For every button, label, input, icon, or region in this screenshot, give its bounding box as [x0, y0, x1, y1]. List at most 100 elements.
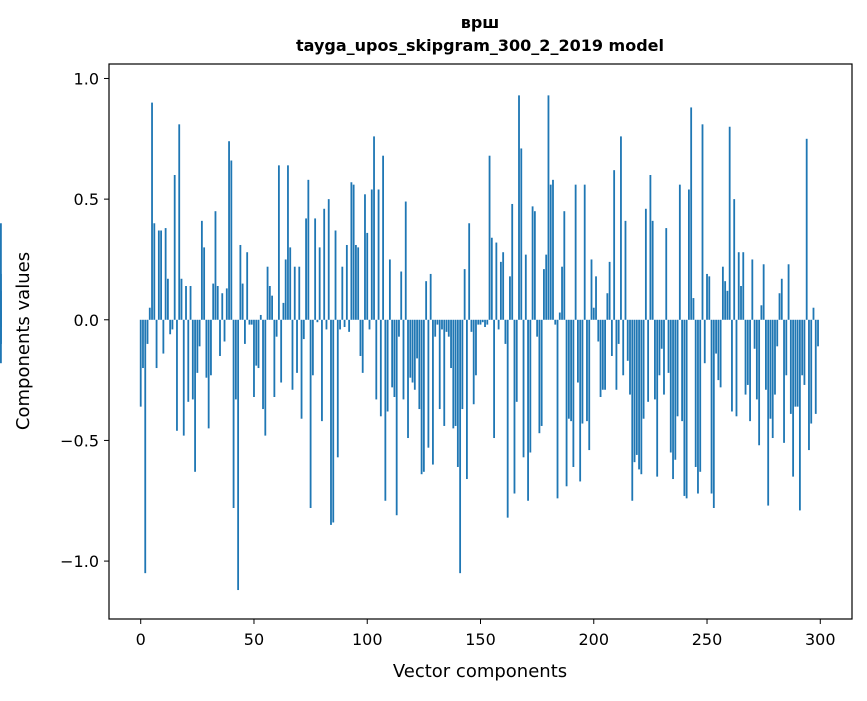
bar	[633, 319, 636, 463]
bar	[715, 319, 717, 354]
bar	[264, 319, 267, 436]
bar	[296, 319, 298, 373]
bar	[339, 319, 341, 330]
bar	[291, 319, 294, 390]
bar	[309, 319, 312, 508]
bar	[228, 141, 230, 320]
bar	[808, 319, 810, 451]
bar	[610, 319, 613, 356]
chart-subtitle: tayga_upos_skipgram_300_2_2019 model	[296, 36, 664, 55]
bar	[427, 319, 430, 448]
bar	[490, 237, 493, 320]
bar	[425, 281, 428, 320]
bar	[817, 319, 819, 347]
bar	[481, 319, 484, 323]
bar	[282, 302, 285, 320]
bar	[796, 319, 799, 407]
bar	[776, 319, 779, 347]
bar	[577, 319, 579, 383]
bar	[529, 319, 532, 453]
bar	[624, 220, 627, 320]
bar	[511, 203, 514, 320]
bar	[400, 271, 403, 320]
bar	[751, 259, 754, 320]
bar	[721, 266, 724, 320]
bar	[402, 319, 405, 400]
bar	[749, 319, 751, 422]
bar	[552, 179, 554, 320]
bar	[454, 319, 457, 426]
bar	[148, 307, 151, 320]
bar	[194, 319, 196, 472]
bar	[690, 107, 693, 320]
bar	[692, 298, 695, 320]
bar	[527, 319, 529, 501]
bar	[778, 293, 781, 320]
bar	[744, 319, 747, 395]
bar	[606, 293, 609, 320]
bar	[393, 319, 396, 397]
bar	[554, 319, 557, 325]
bar	[171, 319, 174, 330]
x-tick-label: 150	[465, 630, 496, 649]
bar	[615, 319, 618, 390]
bar	[717, 319, 720, 381]
bar	[789, 319, 792, 414]
bar	[513, 319, 516, 494]
bar	[280, 319, 283, 383]
bar	[658, 319, 661, 376]
bar	[484, 319, 486, 328]
bar	[581, 319, 584, 424]
bar	[486, 319, 489, 325]
bar	[719, 319, 722, 388]
bar-series	[0, 95, 819, 591]
bar	[801, 319, 804, 376]
bar	[214, 211, 217, 320]
bar	[321, 319, 323, 422]
bar	[762, 264, 765, 320]
bar	[302, 319, 305, 340]
bar	[357, 247, 360, 320]
bar	[166, 278, 169, 320]
bar	[520, 148, 523, 320]
bar	[178, 124, 181, 320]
bar	[162, 319, 165, 354]
bar	[588, 319, 591, 451]
bar	[144, 319, 147, 574]
bar	[567, 319, 570, 419]
bar	[173, 175, 176, 320]
bar	[441, 319, 443, 330]
bar	[355, 244, 357, 320]
bar	[753, 319, 756, 349]
bar	[502, 252, 505, 320]
bar	[712, 319, 715, 508]
bar	[404, 201, 407, 320]
bar	[475, 319, 477, 376]
bar	[536, 319, 539, 337]
bar	[368, 319, 371, 330]
bar	[488, 155, 491, 320]
bar	[182, 319, 185, 436]
bar	[370, 189, 373, 320]
bar	[352, 184, 355, 320]
bar	[780, 278, 783, 320]
bar	[735, 319, 738, 417]
bar	[216, 286, 219, 320]
x-tick-label: 0	[136, 630, 146, 649]
bar	[769, 319, 772, 419]
bar	[710, 319, 713, 494]
bar	[443, 319, 446, 426]
bar	[767, 319, 770, 506]
bar	[755, 319, 758, 400]
bar	[701, 124, 704, 320]
bar	[805, 138, 808, 320]
bar	[640, 319, 643, 475]
bar	[676, 319, 679, 417]
bar	[558, 312, 561, 320]
bar	[203, 247, 206, 320]
bar	[592, 307, 595, 320]
bar	[180, 278, 183, 320]
bar	[151, 102, 153, 320]
bar	[219, 319, 221, 356]
bar	[432, 319, 434, 465]
